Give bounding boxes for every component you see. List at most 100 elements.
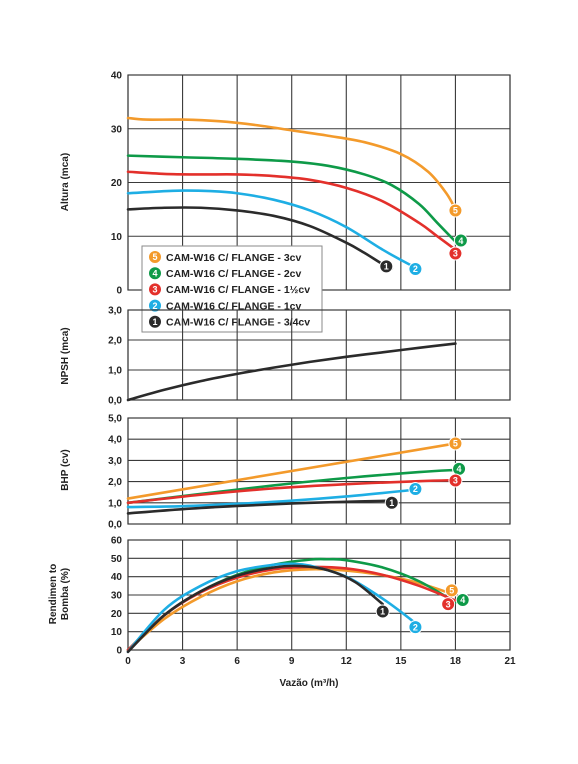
series-badge-rendimento-4-circle	[455, 592, 470, 607]
ytick-label-rendimento-4: 40	[111, 572, 123, 583]
series-line-altura-2	[126, 189, 421, 270]
legend-label-3: CAM-W16 C/ FLANGE - 1½cv	[166, 284, 310, 296]
series-badge-rendimento-3-text: 3	[446, 599, 451, 609]
xtick-label-rendimento-3: 9	[289, 656, 295, 667]
series-badge-altura-1-text: 1	[384, 262, 389, 272]
series-badge-altura-2: 2	[408, 262, 423, 277]
panel-npsh: 0,0 1,0 2,0 3,0 NPSH (mca)	[60, 306, 511, 407]
ytick-label-rendimento-2: 20	[111, 609, 123, 620]
ytick-label-npsh-3: 3,0	[108, 306, 122, 317]
series-line-bhp-2	[126, 487, 421, 509]
series-line-bhp-5	[126, 442, 457, 500]
series-badge-altura-5-circle	[448, 203, 463, 218]
xtick-label-rendimento-4: 12	[341, 656, 353, 667]
series-badge-bhp-1: 1	[384, 495, 399, 510]
xtick-label-rendimento-1: 3	[180, 656, 186, 667]
legend-label-5: CAM-W16 C/ FLANGE - 3cv	[166, 252, 302, 264]
legend-badge-3-text: 3	[152, 285, 157, 295]
legend-badge-2-text: 2	[152, 301, 157, 311]
series-badge-rendimento-4-text: 4	[460, 595, 465, 605]
series-badge-rendimento-3-circle	[441, 597, 456, 612]
legend-badge-4-text: 4	[152, 268, 157, 278]
legend-badge-2: 2	[148, 298, 162, 313]
ytick-label-npsh-2: 2,0	[108, 336, 122, 347]
legend-badge-1-text: 1	[152, 317, 157, 327]
series-badge-rendimento-2: 2	[408, 620, 423, 635]
series-line-altura-1	[126, 206, 394, 270]
legend-label-2: CAM-W16 C/ FLANGE - 1cv	[166, 300, 302, 312]
ytick-label-bhp-2: 2,0	[108, 477, 122, 488]
series-badge-bhp-2-circle	[408, 482, 423, 497]
series-badge-rendimento-2-circle	[408, 620, 423, 635]
series-badge-altura-2-text: 2	[413, 264, 418, 274]
legend-label-1: CAM-W16 C/ FLANGE - 3/4cv	[166, 317, 310, 329]
xtick-label-rendimento-5: 15	[395, 656, 407, 667]
ytick-label-rendimento-5: 50	[111, 554, 123, 565]
plot-border-npsh	[127, 309, 511, 401]
series-badge-rendimento-5: 5	[444, 583, 459, 598]
legend-label-4: CAM-W16 C/ FLANGE - 2cv	[166, 268, 302, 280]
series-badge-altura-4: 4	[453, 233, 468, 248]
legend-badge-4-circle	[148, 266, 162, 281]
series-line-bhp-3	[126, 478, 457, 505]
series-badge-rendimento-1-circle	[375, 604, 390, 619]
y-axis-label-rendimento: Rendimen toBomba (%)	[48, 564, 71, 625]
series-badge-rendimento-2-text: 2	[413, 622, 418, 632]
ytick-label-altura-2: 20	[111, 178, 123, 189]
series-badge-altura-4-text: 4	[458, 236, 463, 246]
series-badge-altura-4-circle	[453, 233, 468, 248]
legend-badge-1-circle	[148, 314, 162, 329]
ytick-label-bhp-1: 1,0	[108, 498, 122, 509]
series-badge-altura-3: 3	[448, 246, 463, 261]
legend-badge-5: 5	[148, 250, 162, 264]
series-line-bhp-1	[126, 499, 394, 515]
series-badge-altura-2-circle	[408, 262, 423, 277]
legend-badge-3-circle	[148, 282, 162, 297]
ytick-label-altura-1: 10	[111, 232, 123, 243]
series-badge-bhp-3: 3	[448, 473, 463, 488]
legend: 5 CAM-W16 C/ FLANGE - 3cv 4 CAM-W16 C/ FLAN…	[141, 245, 323, 333]
ytick-label-rendimento-3: 30	[111, 591, 123, 602]
ytick-label-bhp-4: 4,0	[108, 435, 122, 446]
series-badge-altura-5: 5	[448, 203, 463, 218]
series-badge-altura-1-circle	[379, 259, 394, 274]
legend-badge-3: 3	[148, 282, 162, 297]
series-line-altura-5	[126, 116, 457, 211]
y-axis-label-npsh: NPSH (mca)	[60, 327, 71, 384]
ytick-label-rendimento-0: 0	[116, 646, 122, 657]
series-badge-rendimento-1: 1	[375, 604, 390, 619]
series-badge-bhp-3-text: 3	[453, 476, 458, 486]
ytick-label-bhp-5: 5,0	[108, 414, 122, 425]
y-axis-label-line1: Rendimen to	[48, 564, 59, 625]
series-line-rendimento-2	[126, 562, 421, 654]
series-badge-bhp-3-circle	[448, 473, 463, 488]
series-line-npsh-0	[126, 342, 457, 402]
xtick-label-rendimento-2: 6	[234, 656, 240, 667]
ytick-label-rendimento-1: 10	[111, 627, 123, 638]
series-line-altura-4	[126, 154, 457, 243]
series-badge-rendimento-4: 4	[455, 592, 470, 607]
series-badge-bhp-5-circle	[448, 436, 463, 451]
series-badge-rendimento-3: 3	[441, 597, 456, 612]
series-badge-altura-3-circle	[448, 246, 463, 261]
legend-badge-4: 4	[148, 266, 162, 281]
series-badge-bhp-2-text: 2	[413, 484, 418, 494]
series-badge-bhp-5-text: 5	[453, 439, 458, 449]
x-axis-label: Vazão (m³/h)	[280, 678, 339, 689]
plot-border-bhp	[127, 417, 511, 525]
series-badge-altura-5-text: 5	[453, 206, 458, 216]
ytick-label-altura-4: 40	[111, 71, 123, 82]
legend-badge-1: 1	[148, 314, 162, 329]
y-axis-label-line2: Bomba (%)	[60, 568, 71, 620]
series-badge-rendimento-5-text: 5	[449, 586, 454, 596]
series-badge-rendimento-1-text: 1	[380, 607, 385, 617]
series-badge-altura-1: 1	[379, 259, 394, 274]
series-badge-bhp-1-circle	[384, 495, 399, 510]
series-badge-rendimento-5-circle	[444, 583, 459, 598]
series-badge-bhp-2: 2	[408, 482, 423, 497]
y-axis-label-altura: Altura (mca)	[60, 153, 71, 211]
ytick-label-bhp-0: 0,0	[108, 520, 122, 531]
